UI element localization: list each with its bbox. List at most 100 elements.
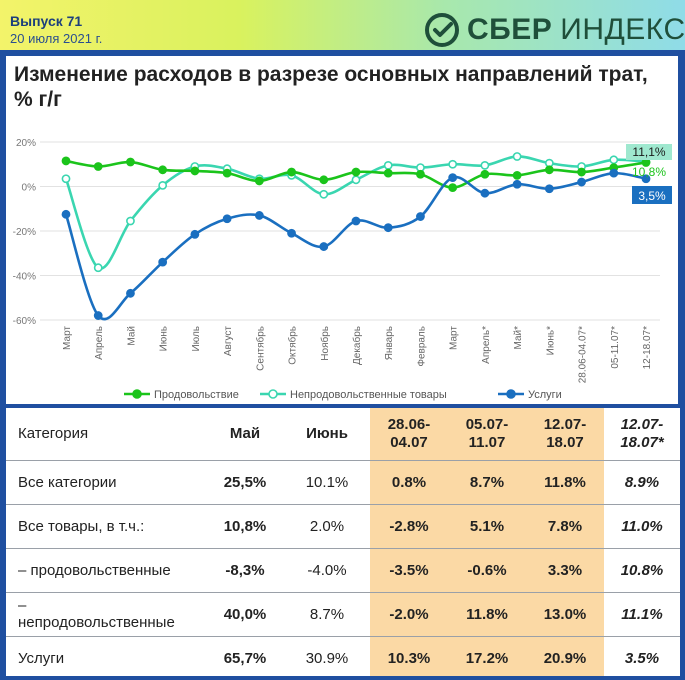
x-tick-label: 12-18.07* [642,326,653,369]
legend-marker [268,389,278,399]
data-point [577,177,586,187]
table-cell: -3.5% [370,548,448,593]
x-tick-label: Июнь* [545,326,556,355]
table-cell: 11.0% [604,504,680,549]
data-point [512,170,522,180]
data-point [544,165,554,175]
data-point [61,156,71,166]
table-cell: 8.7% [284,592,370,637]
table-cell: 10.1% [284,460,370,505]
data-point [448,159,458,169]
data-point [512,179,522,189]
table-row: Услуги 65,7% 30.9% 10.3% 17.2% 20.9% 3.5% [6,636,680,676]
data-point [448,183,458,193]
data-point [287,167,296,177]
issue-number: Выпуск 71 [10,13,83,29]
x-tick-label: 05-11.07* [610,326,621,369]
logo-text-sub: ИНДЕКС [560,13,685,46]
y-tick-label: -20% [13,227,36,238]
table-cell: 13.0% [526,592,604,637]
legend-label: Непродовольственные товары [290,389,447,401]
line-chart: 20% 0% -20% -40% -60% Март Апрель Май Июнь Июль Ав… [13,138,672,401]
x-tick-label: Май* [513,326,524,350]
x-tick-label: Октябрь [287,326,299,365]
data-point [480,160,490,170]
table-cell: 25,5% [206,460,284,505]
table-cell: 17.2% [448,636,526,676]
sber-logo-icon [425,13,459,47]
table-cell: 0.8% [370,460,448,505]
column-header: 28.06- 04.07 [370,408,448,461]
data-point [190,166,200,176]
x-tick-label: Апрель* [481,326,492,364]
data-point [577,167,586,177]
column-header: Май [206,408,284,461]
data-point [61,209,71,219]
logo-text-main: СБЕР [467,13,553,46]
chart-title: Изменение расходов в разрезе основных на… [14,63,648,111]
data-point [609,168,619,178]
data-point [383,223,393,233]
data-point [287,228,296,238]
table-cell: 40,0% [206,592,284,637]
table-cell: -2.8% [370,504,448,549]
data-point [416,169,425,179]
data-point [544,184,554,194]
data-point [319,189,329,199]
end-value-label: 3,5% [638,189,666,203]
table-cell: 7.8% [526,504,604,549]
column-header: 05.07- 11.07 [448,408,526,461]
legend-marker [506,389,516,399]
table-header-row: Категория Май Июнь 28.06- 04.07 05.07- 11.07 12… [6,408,680,461]
data-point [222,214,232,224]
legend-label: Продовольствие [154,389,239,401]
data-point [351,175,361,185]
data-point [126,288,135,298]
data-point [609,155,619,165]
column-header: 12.07- 18.07 [526,408,604,461]
data-point [61,174,71,184]
data-point [641,174,651,184]
table-cell: -2.0% [370,592,448,637]
end-label-box [626,144,672,160]
column-header: Категория [6,408,206,461]
x-tick-label: Ноябрь [319,326,331,361]
x-tick-label: Май [126,326,137,346]
x-tick-label: Июнь [159,326,170,351]
y-tick-label: 20% [16,138,36,149]
end-value-label: 11,1% [632,145,665,159]
end-label-box [632,186,672,204]
table-cell: 10,8% [206,504,284,549]
table-cell: 3.5% [604,636,680,676]
data-point [319,242,329,251]
table-cell: 8.7% [448,460,526,505]
row-category: Услуги [6,636,206,676]
table-row: – продовольственные -8,3% -4.0% -3.5% -0.6% 3… [6,548,680,593]
data-point [93,162,103,171]
x-tick-label: 28.06-04.07* [578,326,589,383]
header-banner: Выпуск 71 20 июля 2021 г. СБЕР ИНДЕКС [0,0,685,50]
data-point [416,212,425,221]
data-point [93,263,103,273]
data-point [383,160,393,170]
sber-index-logo: СБЕР ИНДЕКС [424,11,685,49]
table-cell: 2.0% [284,504,370,549]
x-tick-label: Февраль [416,326,427,367]
issue-date: 20 июля 2021 г. [10,31,103,46]
row-category: Все товары, в т.ч.: [6,504,206,549]
table-body: Все категории 25,5% 10.1% 0.8% 8.7% 11.8% 8.9%… [6,460,680,676]
end-value-label: 10,8% [632,165,666,179]
table-cell: 5.1% [448,504,526,549]
data-point [480,188,490,198]
data-table: Категория Май Июнь 28.06- 04.07 05.07- 11.07 12… [6,408,680,676]
column-header: Июнь [284,408,370,461]
y-tick-label: -60% [13,316,36,327]
table-row: – непродовольственные 40,0% 8.7% -2.0% 11.8% 1… [6,592,680,637]
data-point [383,168,393,178]
y-tick-label: -40% [13,272,36,283]
table-cell: 8.9% [604,460,680,505]
data-point [158,257,168,267]
x-tick-label: Январь [384,326,395,360]
table-cell: -4.0% [284,548,370,593]
data-point [158,165,168,175]
